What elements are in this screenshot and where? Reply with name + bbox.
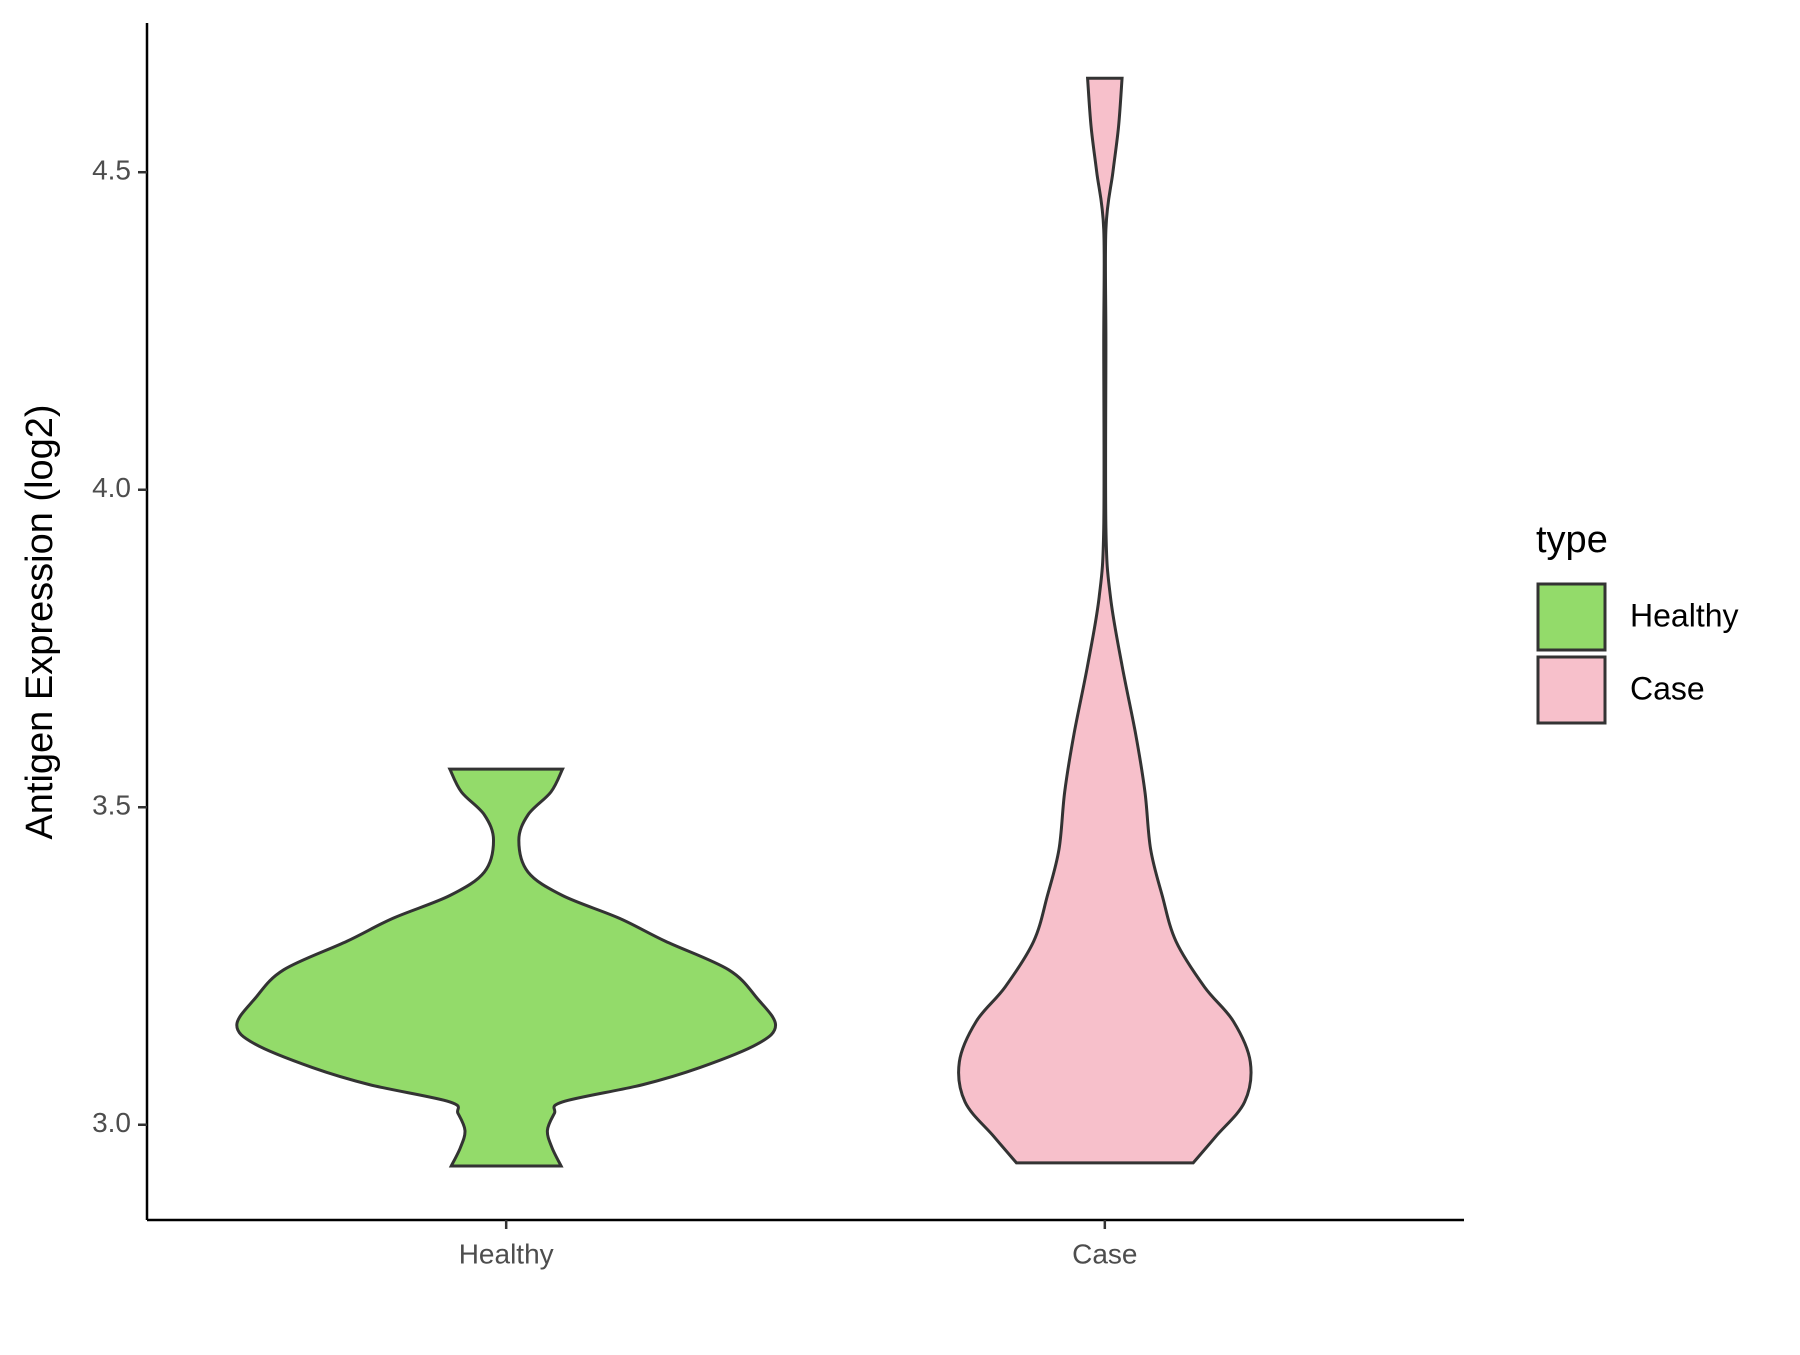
y-tick-label: 4.0 [92, 472, 131, 503]
x-tick-label: Healthy [459, 1238, 554, 1269]
legend-key [1536, 582, 1607, 652]
legend-title: type [1536, 519, 1608, 561]
legend-label: Case [1630, 670, 1705, 706]
violin [235, 767, 778, 1168]
legend-label: Healthy [1630, 597, 1739, 633]
y-axis-title: Antigen Expression (log2) [19, 404, 61, 839]
y-tick-label: 3.0 [92, 1107, 131, 1138]
x-tick-label: Case [1072, 1238, 1137, 1269]
legend-key [1536, 655, 1607, 725]
y-tick-label: 3.5 [92, 790, 131, 821]
y-tick-label: 4.5 [92, 155, 131, 186]
violin [957, 76, 1253, 1165]
